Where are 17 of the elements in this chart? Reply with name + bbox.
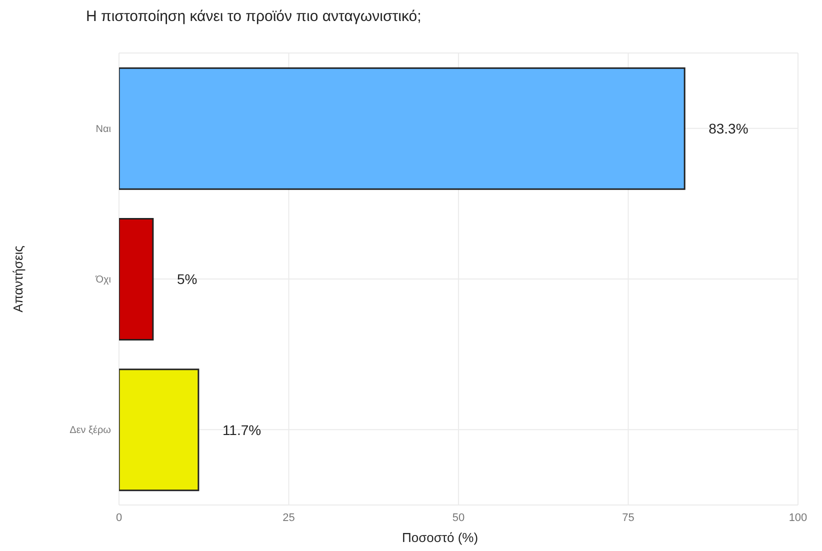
y-tick-label: Όχι: [94, 274, 111, 286]
bar: [119, 218, 154, 340]
x-tick-label: 0: [116, 512, 122, 524]
y-tick-label: Ναι: [96, 124, 111, 135]
data-label: 83.3%: [708, 120, 748, 137]
x-tick-label: 100: [788, 512, 808, 524]
y-tick-label: Δεν ξέρω: [70, 425, 112, 436]
bar: [119, 67, 686, 190]
bar: [119, 368, 200, 492]
x-tick-label: 50: [452, 512, 465, 524]
chart-title: Η πιστοποίηση κάνει το προϊόν πιο ανταγωνιστικό;: [86, 8, 422, 25]
data-label: 11.7%: [222, 422, 262, 438]
data-label: 5%: [176, 271, 198, 288]
x-axis-title: Ποσοστό (%): [400, 530, 480, 545]
x-tick-label: 75: [622, 512, 634, 524]
y-axis-title: Απαντήσεις: [10, 246, 26, 312]
x-tick-label: 25: [282, 512, 295, 524]
